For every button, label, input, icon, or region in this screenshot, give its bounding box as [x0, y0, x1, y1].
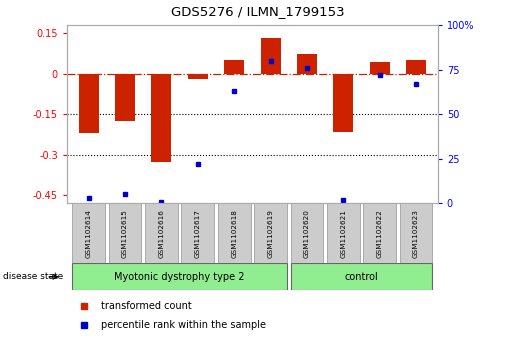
Text: GSM1102619: GSM1102619	[267, 209, 273, 258]
FancyBboxPatch shape	[254, 203, 287, 263]
FancyBboxPatch shape	[363, 203, 396, 263]
Text: control: control	[345, 272, 379, 282]
Bar	[406, 61, 426, 74]
Text: percentile rank within the sample: percentile rank within the sample	[101, 321, 266, 330]
FancyBboxPatch shape	[73, 203, 105, 263]
Text: GSM1102615: GSM1102615	[122, 209, 128, 258]
Text: GSM1102622: GSM1102622	[376, 209, 383, 258]
FancyBboxPatch shape	[73, 263, 287, 290]
Bar	[188, 74, 208, 79]
FancyBboxPatch shape	[290, 263, 432, 290]
Text: GSM1102620: GSM1102620	[304, 209, 310, 258]
Text: GDS5276 / ILMN_1799153: GDS5276 / ILMN_1799153	[170, 5, 345, 19]
Text: transformed count: transformed count	[101, 301, 192, 311]
Bar	[115, 74, 135, 121]
FancyBboxPatch shape	[327, 203, 359, 263]
Text: GSM1102621: GSM1102621	[340, 209, 346, 258]
Text: GSM1102623: GSM1102623	[413, 209, 419, 258]
FancyBboxPatch shape	[218, 203, 250, 263]
FancyBboxPatch shape	[400, 203, 432, 263]
Bar	[79, 74, 99, 133]
Bar	[333, 74, 353, 132]
FancyBboxPatch shape	[145, 203, 178, 263]
FancyBboxPatch shape	[181, 203, 214, 263]
Text: GSM1102618: GSM1102618	[231, 209, 237, 258]
FancyBboxPatch shape	[290, 203, 323, 263]
Bar	[151, 74, 171, 162]
Text: disease state: disease state	[3, 272, 63, 281]
Bar	[224, 61, 244, 74]
FancyBboxPatch shape	[109, 203, 142, 263]
Bar	[297, 54, 317, 74]
Bar	[261, 37, 281, 74]
Text: GSM1102616: GSM1102616	[159, 209, 164, 258]
Text: Myotonic dystrophy type 2: Myotonic dystrophy type 2	[114, 272, 245, 282]
Bar	[370, 62, 389, 74]
Text: GSM1102614: GSM1102614	[86, 209, 92, 258]
Text: GSM1102617: GSM1102617	[195, 209, 201, 258]
